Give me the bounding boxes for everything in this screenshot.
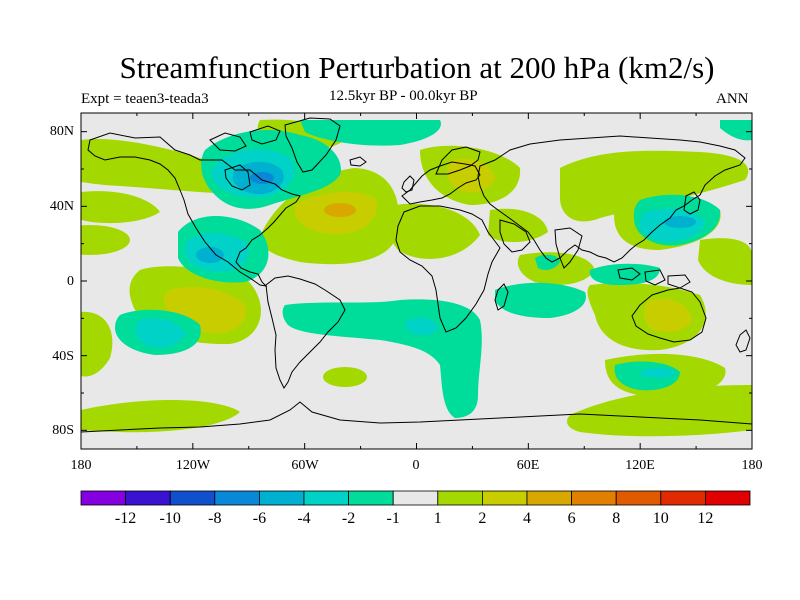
colorbar-box [526,490,572,506]
colorbar-box [169,490,216,506]
lat-tick-labels: 80N 40N 0 40S 80S [50,124,74,438]
colorbar-box [303,490,349,506]
colorbar-label: -10 [160,510,181,527]
colorbar-box [615,490,662,506]
colorbar-box [571,490,617,506]
coastlines [81,117,752,433]
colorbar-box [348,490,394,506]
colorbar-box [125,490,171,506]
lon-label-0: 0 [413,458,420,473]
colorbar-box [80,490,126,506]
colorbar-label: 2 [478,510,486,527]
colorbar-box [705,490,751,506]
colorbar-box [214,490,260,506]
lat-label-80s: 80S [52,423,74,438]
colorbar-box [392,490,439,506]
map-panel: 80N 40N 0 40S 80S 180 120W 60W 0 60E 120… [50,112,763,473]
lon-tick-labels: 180 120W 60W 0 60E 120E 180 [71,458,763,473]
time-period-label: 12.5kyr BP - 00.0kyr BP [329,88,478,104]
colorbar-label: 6 [568,510,576,527]
season-label: ANN [716,91,749,107]
colorbar-label: -2 [342,510,355,527]
experiment-label: Expt = teaen3-teada3 [81,91,209,107]
colorbar-label: 12 [697,510,713,527]
lat-label-80n: 80N [50,124,74,139]
colorbar-label: -4 [297,510,310,527]
colorbar-label: 4 [523,510,531,527]
colorbar-label: 10 [653,510,669,527]
colorbar-box [660,490,706,506]
map-tick-marks [80,113,753,449]
colorbar-label: 1 [434,510,442,527]
colorbar-label: -6 [253,510,266,527]
colorbar-label: -8 [208,510,221,527]
lon-label-180e: 180 [742,458,763,473]
colorbar-box [258,490,305,506]
colorbar-label: -1 [387,510,400,527]
lat-label-40s: 40S [52,349,74,364]
colorbar-box [481,490,528,506]
contour-fills [81,117,752,437]
colorbar-label: 8 [612,510,620,527]
lon-label-60w: 60W [291,458,319,473]
lat-label-40n: 40N [50,199,74,214]
lon-label-120w: 120W [176,458,211,473]
plot-title: Streamfunction Perturbation at 200 hPa (… [119,50,715,85]
colorbar-box [437,490,483,506]
lon-label-120e: 120E [625,458,655,473]
lon-label-60e: 60E [517,458,540,473]
lon-label-180w: 180 [71,458,92,473]
colorbar-label: -12 [115,510,136,527]
lat-label-0: 0 [67,274,74,289]
colorbar: -12 -10 -8 -6 -4 -2 -1 1 2 4 6 8 10 12 [80,490,751,527]
